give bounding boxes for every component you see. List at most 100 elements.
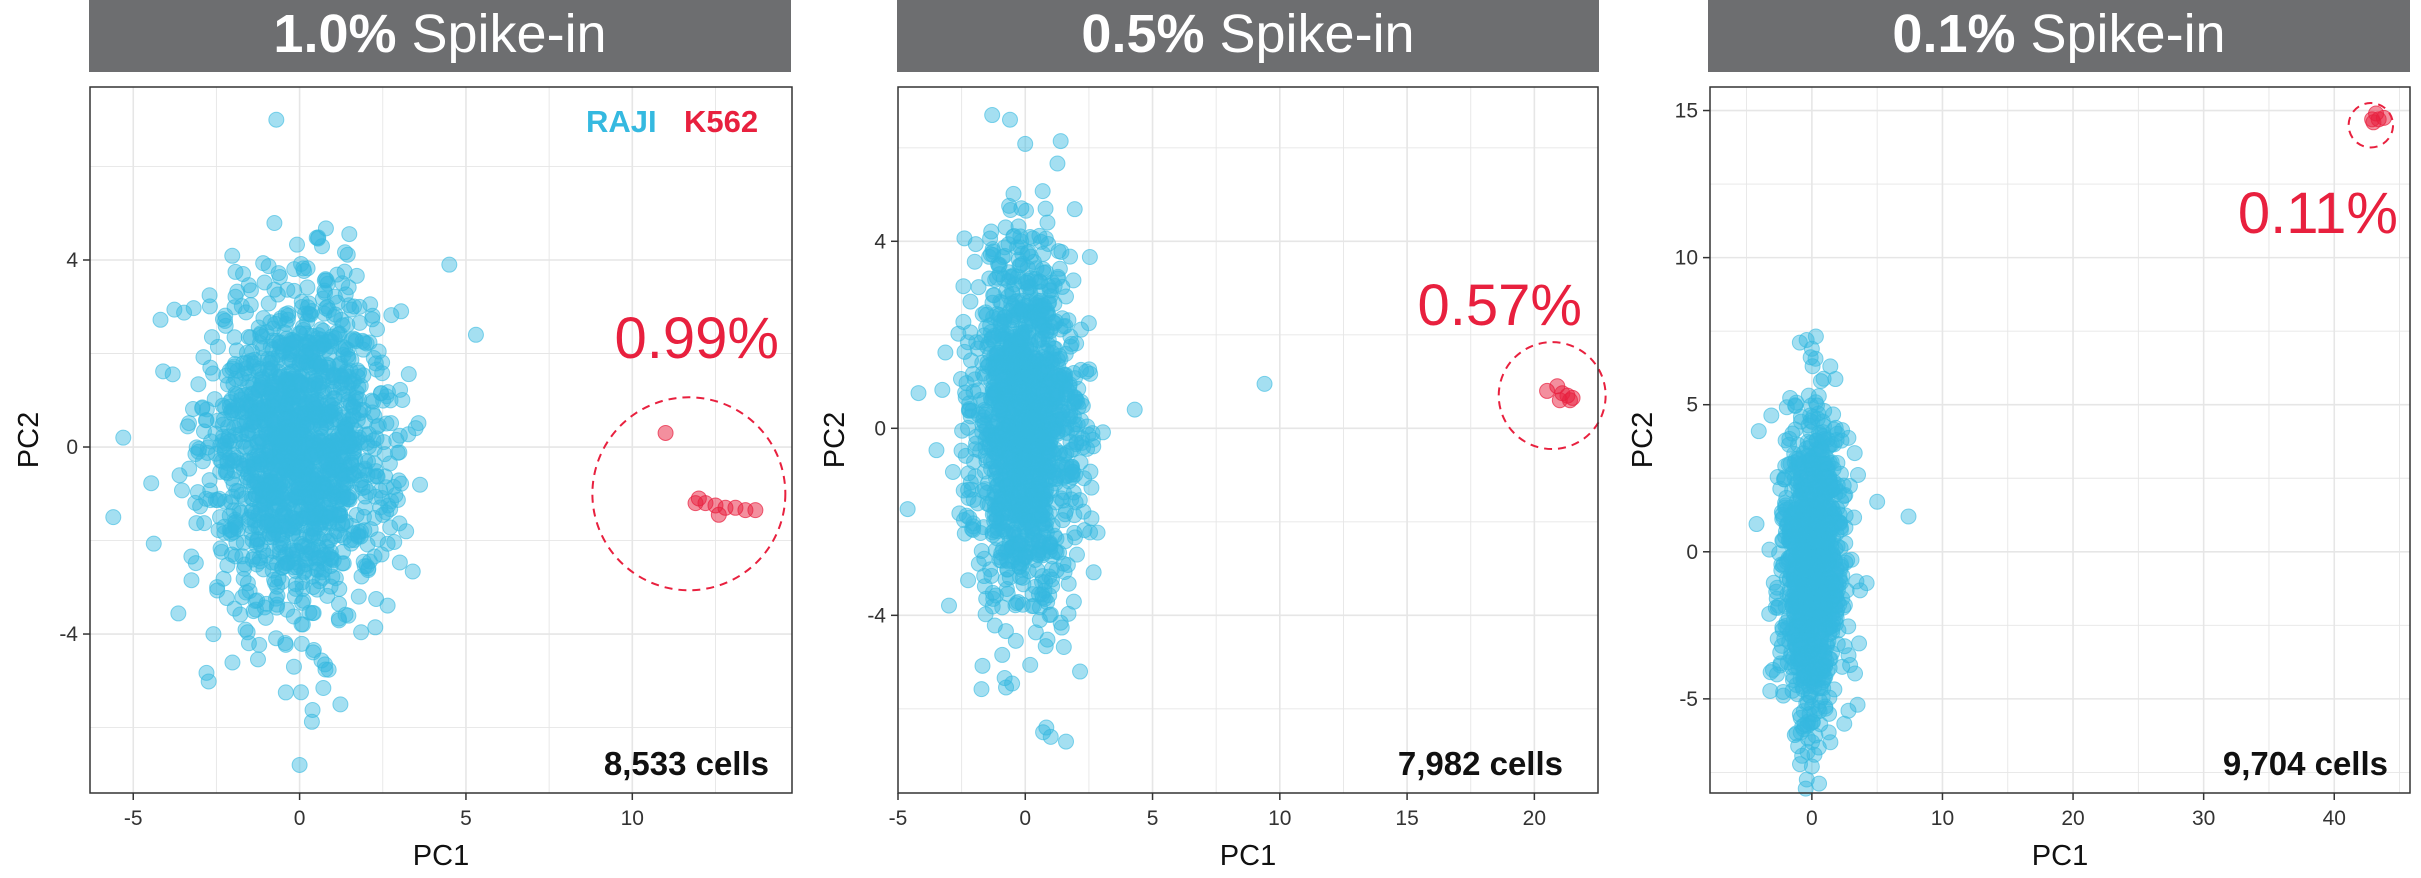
raji-point <box>955 278 972 295</box>
raji-point <box>368 430 385 447</box>
raji-point <box>332 696 349 713</box>
raji-point <box>972 391 989 408</box>
raji-point <box>296 262 313 279</box>
raji-point <box>393 303 410 320</box>
raji-point <box>1001 197 1018 214</box>
raji-point <box>1832 519 1849 536</box>
raji-point <box>1031 227 1048 244</box>
panel-3-y-axis-title: PC2 <box>1627 412 1659 468</box>
raji-point <box>1837 487 1854 504</box>
raji-point <box>1840 618 1857 635</box>
raji-point <box>1834 658 1851 675</box>
raji-point <box>277 684 294 701</box>
raji-point <box>213 543 230 560</box>
raji-point <box>352 528 369 545</box>
raji-point <box>269 578 286 595</box>
raji-point <box>966 253 983 270</box>
raji-point <box>304 701 321 718</box>
raji-point <box>1027 368 1044 385</box>
panel-3-x-axis-title: PC1 <box>2032 840 2088 872</box>
raji-point <box>400 366 417 383</box>
raji-point <box>1072 663 1089 680</box>
raji-point <box>294 580 311 597</box>
x-tick-label: 5 <box>460 807 472 830</box>
raji-point <box>1043 571 1060 588</box>
raji-point <box>270 265 287 282</box>
raji-point <box>1052 133 1069 150</box>
raji-point <box>934 381 951 398</box>
raji-point <box>1055 638 1072 655</box>
raji-point <box>181 460 198 477</box>
raji-point <box>190 376 207 393</box>
raji-point <box>1031 531 1048 548</box>
raji-point <box>1066 529 1083 546</box>
raji-point <box>202 359 219 376</box>
raji-point <box>315 322 332 339</box>
raji-point <box>297 344 314 361</box>
raji-point <box>955 512 972 529</box>
raji-point <box>404 563 421 580</box>
raji-point <box>115 429 132 446</box>
raji-point <box>319 275 336 292</box>
raji-point <box>291 756 308 773</box>
raji-point <box>1015 440 1032 457</box>
raji-point <box>277 306 294 323</box>
raji-point <box>310 229 327 246</box>
raji-point <box>383 415 400 432</box>
raji-point <box>187 555 204 572</box>
raji-point <box>235 570 252 587</box>
raji-point <box>1256 375 1273 392</box>
panel-1-x-axis-title: PC1 <box>413 840 469 872</box>
panel-3-title: 0.1% Spike-in <box>1892 4 2225 64</box>
raji-point <box>1827 371 1844 388</box>
raji-point <box>349 368 366 385</box>
raji-point <box>286 463 303 480</box>
raji-point <box>283 491 300 508</box>
raji-point <box>1033 506 1050 523</box>
raji-point <box>1083 479 1100 496</box>
raji-point <box>1802 412 1819 429</box>
panel-3-k562-points <box>2364 105 2392 131</box>
raji-point <box>334 317 351 334</box>
raji-point <box>1005 228 1022 245</box>
raji-point <box>995 521 1012 538</box>
y-tick-label: -4 <box>59 623 78 646</box>
x-tick-label: 5 <box>1147 807 1159 830</box>
raji-point <box>339 490 356 507</box>
raji-point <box>219 452 236 469</box>
x-tick-label: 20 <box>1523 807 1546 830</box>
raji-point <box>231 417 248 434</box>
raji-point <box>964 365 981 382</box>
raji-point <box>340 279 357 296</box>
raji-point <box>1063 466 1080 483</box>
raji-point <box>269 286 286 303</box>
raji-point <box>326 379 343 396</box>
raji-point <box>183 572 200 589</box>
panel-2-cell-count: 7,982 cells <box>1398 745 1563 782</box>
raji-point <box>366 407 383 424</box>
raji-point <box>285 658 302 675</box>
raji-point <box>1034 183 1051 200</box>
raji-point <box>223 391 240 408</box>
raji-point <box>1022 656 1039 673</box>
raji-point <box>1036 264 1053 281</box>
raji-point <box>226 329 243 346</box>
raji-point <box>1778 399 1795 416</box>
panel-2-k562-points <box>1539 378 1581 409</box>
panel-3-title-rest: Spike-in <box>2016 4 2226 64</box>
raji-point <box>1822 734 1839 751</box>
y-tick-label: 10 <box>1675 247 1698 270</box>
raji-point <box>383 307 400 324</box>
raji-point <box>1007 632 1024 649</box>
raji-point <box>370 343 387 360</box>
raji-point <box>305 642 322 659</box>
raji-point <box>1814 442 1831 459</box>
raji-point <box>1054 512 1071 529</box>
raji-point <box>350 588 367 605</box>
raji-point <box>315 679 332 696</box>
raji-point <box>1803 340 1820 357</box>
raji-point <box>198 412 215 429</box>
x-tick-label: 0 <box>1806 807 1818 830</box>
raji-point <box>998 462 1015 479</box>
raji-point <box>249 651 266 668</box>
